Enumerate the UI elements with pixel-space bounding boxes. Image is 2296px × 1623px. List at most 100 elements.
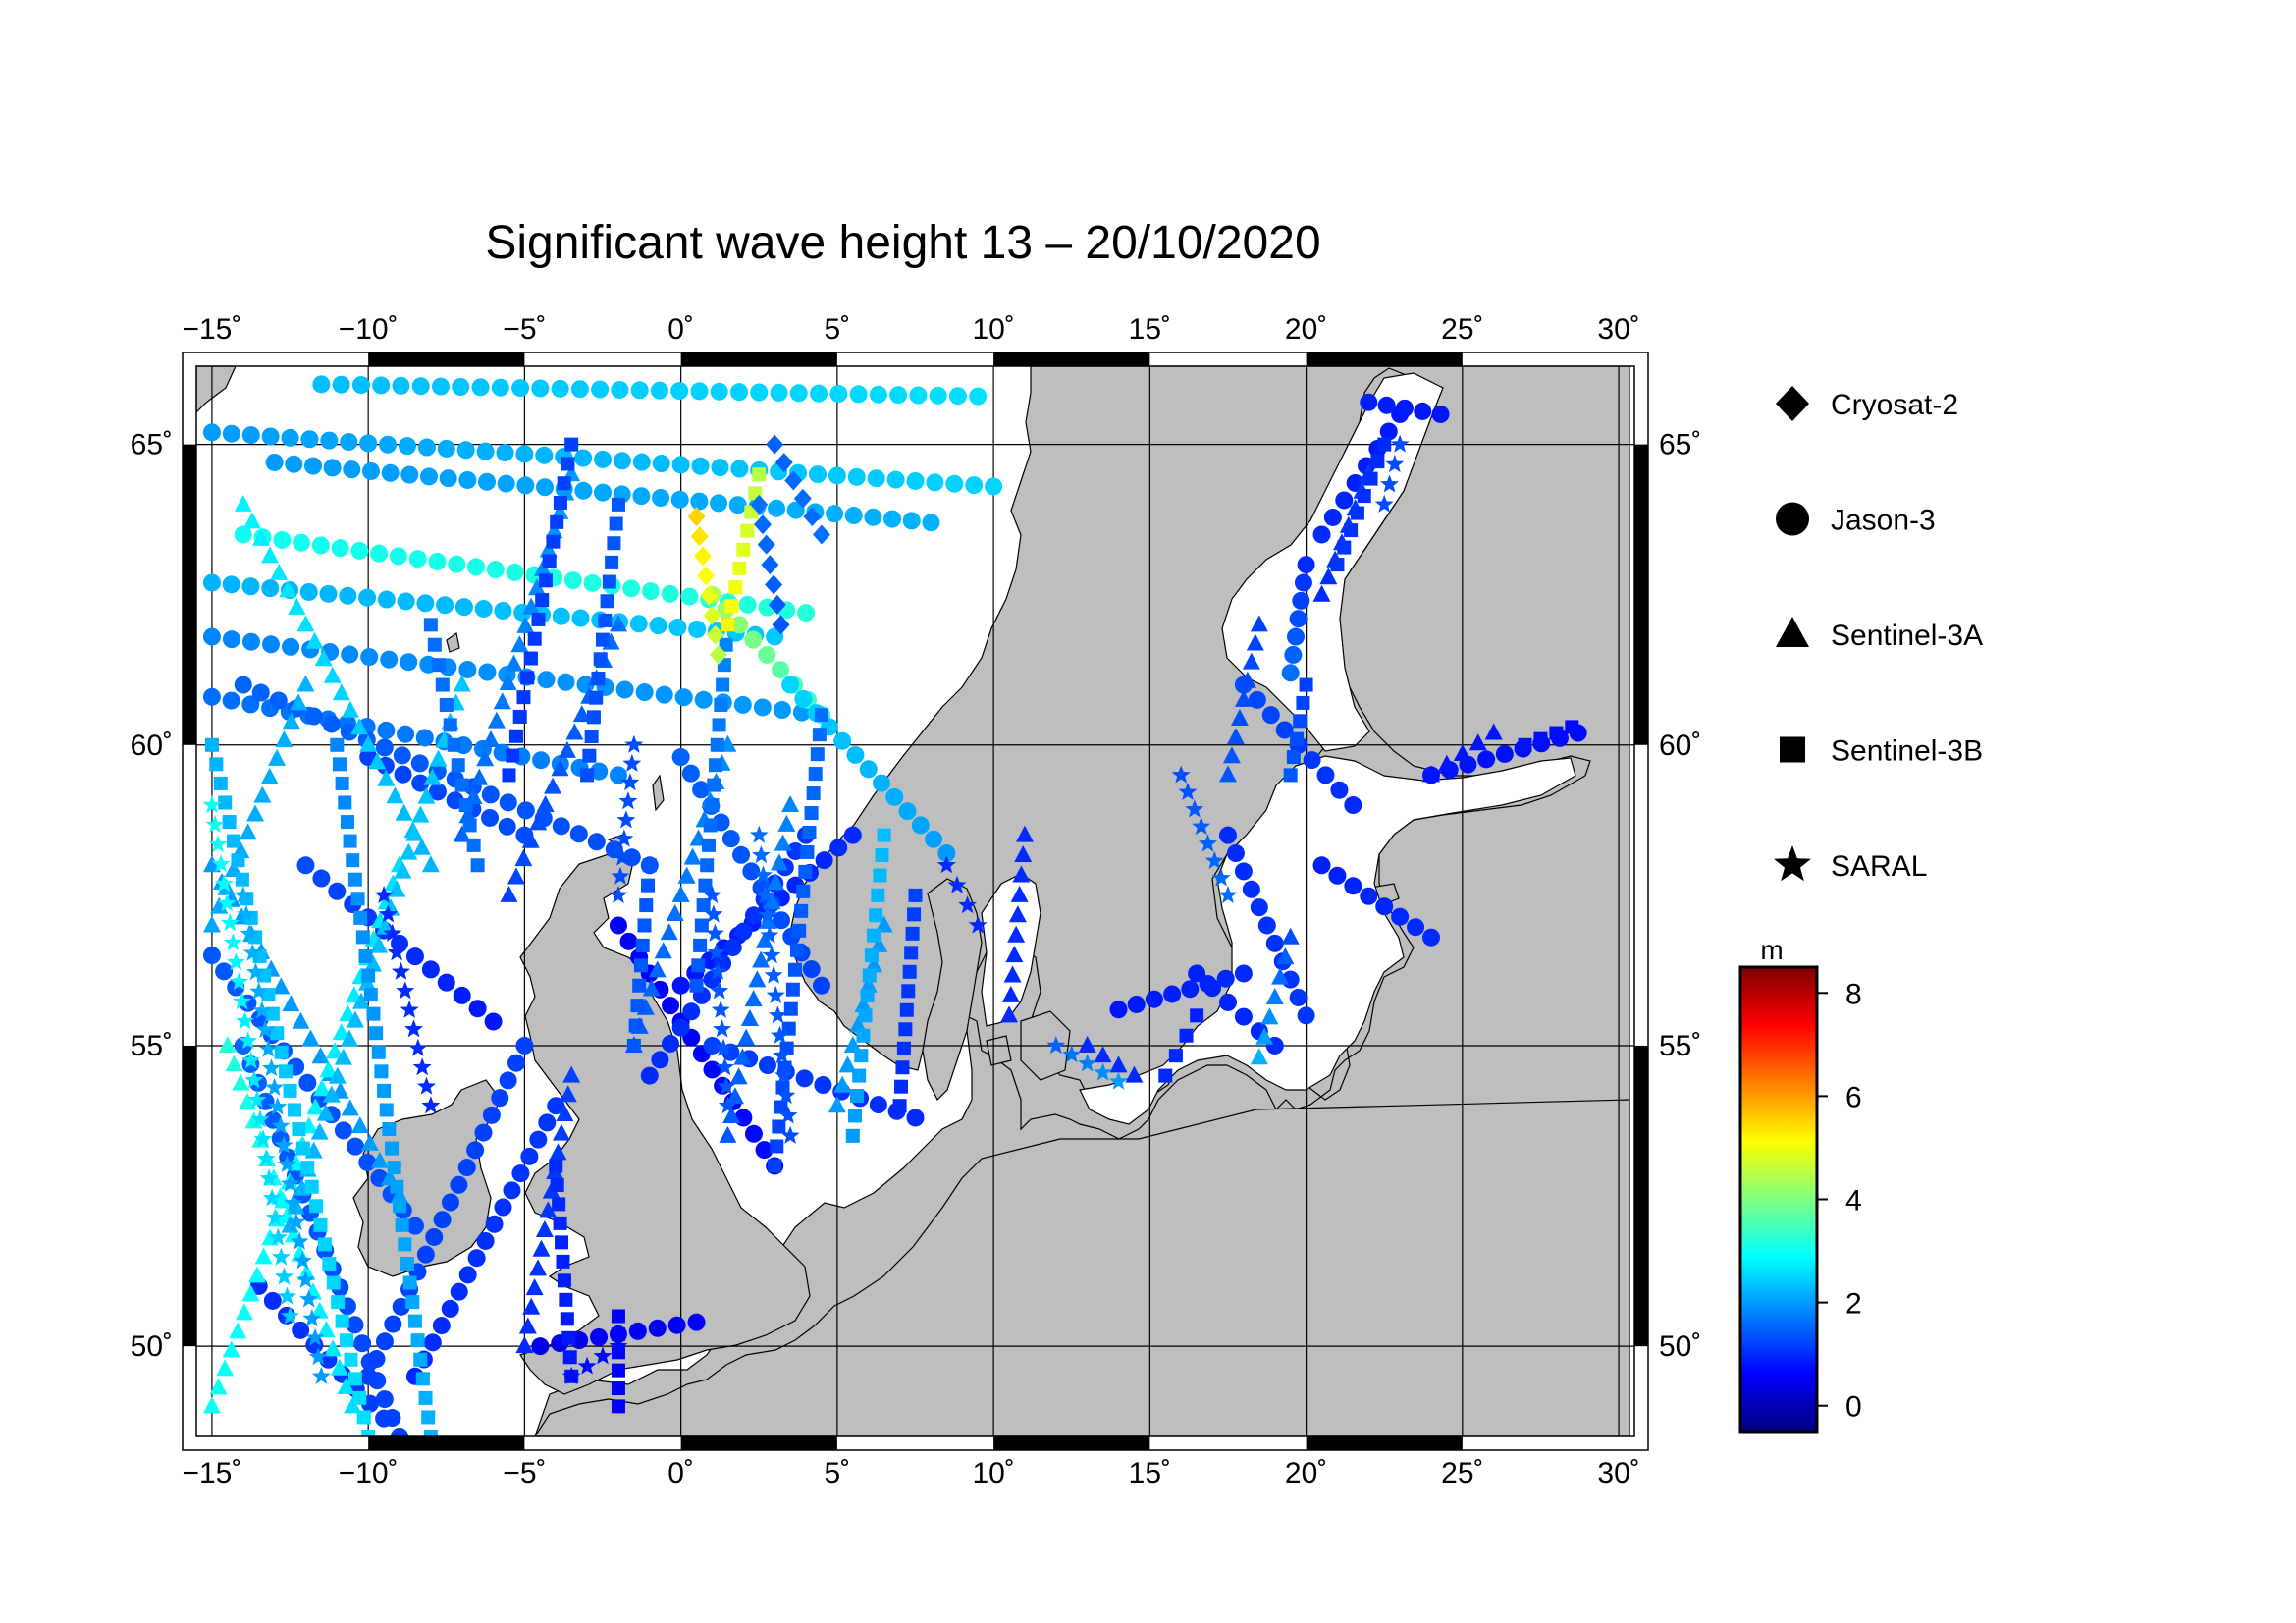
circle-point [1188, 964, 1206, 983]
square-point [605, 555, 619, 569]
star-point [271, 1247, 291, 1266]
circle-point [885, 787, 904, 806]
star-point [611, 866, 630, 885]
circle-point [738, 595, 757, 614]
circle-point [571, 609, 590, 627]
square-point [542, 554, 557, 568]
triangle-point [275, 730, 294, 748]
circle-point [359, 1367, 378, 1385]
square-point [808, 767, 823, 782]
triangle-point [1230, 708, 1249, 726]
circle-point [781, 676, 800, 694]
square-point [1350, 506, 1364, 520]
star-point [762, 946, 781, 964]
circle-point [202, 947, 221, 965]
circle-point [1303, 751, 1321, 770]
square-point [798, 864, 813, 879]
square-point [611, 1326, 625, 1341]
square-point [363, 988, 378, 1002]
square-point [231, 853, 245, 868]
circle-point [251, 683, 270, 702]
star-point [616, 810, 636, 829]
triangle-point [849, 1015, 868, 1033]
star-point [220, 913, 240, 932]
circle-point [750, 383, 769, 402]
star-point [299, 1289, 319, 1308]
circle-point [410, 754, 429, 773]
square-point [335, 1314, 349, 1328]
square-point [346, 853, 360, 868]
star-point [1171, 765, 1191, 784]
star-point [707, 943, 726, 961]
triangle-point [870, 935, 888, 952]
square-point [642, 858, 657, 873]
square-point [732, 561, 747, 575]
star-point [255, 1020, 275, 1039]
frame-band-bottom [368, 1436, 525, 1450]
square-point [227, 834, 241, 848]
diamond-point [772, 615, 790, 635]
square-point [580, 768, 595, 783]
star-point [718, 1096, 737, 1114]
square-point [274, 1045, 289, 1059]
triangle-point [359, 734, 378, 752]
square-point [705, 798, 720, 813]
circle-point [439, 469, 457, 488]
circle-point [929, 386, 947, 405]
circle-point [411, 377, 430, 396]
triangle-point [312, 1079, 331, 1097]
circle-point [282, 637, 300, 656]
land-faroes [446, 631, 460, 653]
circle-point [499, 793, 517, 812]
triangle-point [279, 580, 297, 598]
circle-point [491, 1089, 509, 1108]
circle-point [652, 455, 670, 473]
square-point [693, 938, 708, 952]
circle-point [744, 1124, 763, 1143]
circle-point [415, 729, 434, 747]
circle-point [869, 385, 887, 404]
circle-point [503, 1181, 521, 1200]
diamond-point [690, 526, 709, 547]
circle-point [797, 604, 816, 622]
triangle-point [216, 1359, 235, 1377]
circle-point [353, 1334, 372, 1353]
circle-point [591, 380, 610, 399]
circle-point [441, 1299, 459, 1318]
diamond-point [761, 555, 779, 575]
triangle-point [719, 1125, 737, 1143]
frame-band-top [680, 352, 837, 366]
star-point [387, 943, 406, 961]
square-point [701, 838, 716, 852]
star-point [290, 1231, 309, 1250]
square-point [895, 1060, 910, 1075]
triangle-point [260, 767, 279, 784]
circle-point [341, 645, 359, 664]
square-point [550, 514, 564, 529]
star-point [271, 1116, 291, 1135]
square-point [564, 437, 579, 452]
diamond-point [703, 605, 721, 625]
square-point [710, 737, 724, 752]
star-point [618, 791, 638, 810]
star-point [268, 1227, 288, 1246]
triangle-point [316, 1104, 335, 1121]
square-point [369, 1026, 384, 1041]
circle-point [640, 1066, 659, 1085]
circle-point [728, 496, 747, 514]
circle-point [758, 1056, 776, 1075]
circle-point [655, 685, 673, 704]
circle-point [758, 645, 776, 664]
land-jutland [922, 878, 983, 1102]
square-point [361, 968, 376, 983]
triangle-point [412, 838, 431, 855]
triangle-point [423, 768, 442, 785]
star-point [620, 773, 640, 791]
square-point [546, 534, 561, 549]
square-point [1363, 471, 1378, 486]
star-point [749, 825, 769, 843]
circle-point [906, 1109, 925, 1127]
circle-point [441, 1193, 459, 1212]
star-point [1192, 816, 1211, 835]
circle-point [670, 382, 689, 401]
